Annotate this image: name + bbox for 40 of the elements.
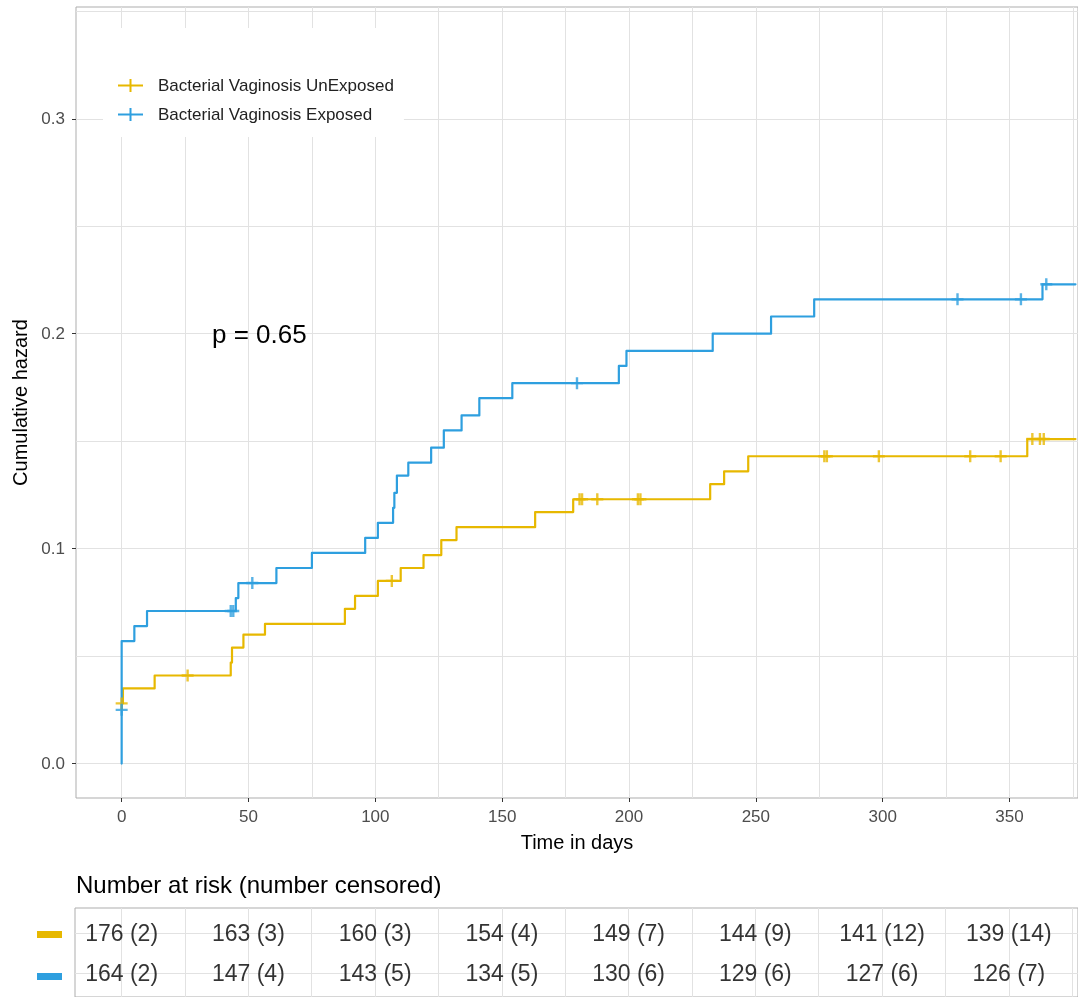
x-tick-label: 150 xyxy=(487,807,517,826)
text: 127 (6) xyxy=(845,960,919,987)
text: 176 (2) xyxy=(85,919,159,946)
text: 129 (6) xyxy=(718,960,792,987)
text: 143 (5) xyxy=(338,960,412,987)
legend-label: Bacterial Vaginosis UnExposed xyxy=(158,76,394,95)
x-tick-label: 350 xyxy=(995,807,1024,826)
text: 147 (4) xyxy=(211,960,285,987)
point xyxy=(181,669,194,682)
x-axis-title: Time in days xyxy=(520,831,634,853)
text: 141 (12) xyxy=(839,919,925,946)
y-tick-label: 0.0 xyxy=(41,754,65,774)
text: 139 (14) xyxy=(966,919,1052,946)
y-tick-label: 0.2 xyxy=(41,324,65,344)
x-tick-label: 300 xyxy=(868,807,897,826)
text: 144 (9) xyxy=(718,919,792,946)
point xyxy=(115,703,128,716)
text: 163 (3) xyxy=(211,919,285,946)
x-tick-label: 0 xyxy=(116,807,127,826)
x-tick-label: 100 xyxy=(361,807,390,826)
x-tick-label: 200 xyxy=(614,807,644,826)
y-tick-label: 0.3 xyxy=(41,109,65,129)
text: 134 (5) xyxy=(465,960,539,987)
point xyxy=(246,577,259,590)
y-axis-title: Cumulative hazard xyxy=(9,319,31,486)
point xyxy=(994,450,1007,463)
annotation: p = 0.65 xyxy=(212,319,307,349)
text: 126 (7) xyxy=(972,960,1046,987)
x-tick-label: 250 xyxy=(741,807,771,826)
point xyxy=(951,293,964,306)
text: 160 (3) xyxy=(338,919,412,946)
text: 130 (6) xyxy=(592,960,666,987)
text: 164 (2) xyxy=(85,960,159,987)
text: 154 (4) xyxy=(465,919,539,946)
text: Number at risk (number censored) xyxy=(76,870,442,898)
text: 149 (7) xyxy=(592,919,666,946)
legend-label: Bacterial Vaginosis Exposed xyxy=(158,105,373,124)
y-tick-label: 0.1 xyxy=(41,539,65,559)
x-tick-label: 50 xyxy=(239,807,258,826)
point xyxy=(1014,293,1027,306)
